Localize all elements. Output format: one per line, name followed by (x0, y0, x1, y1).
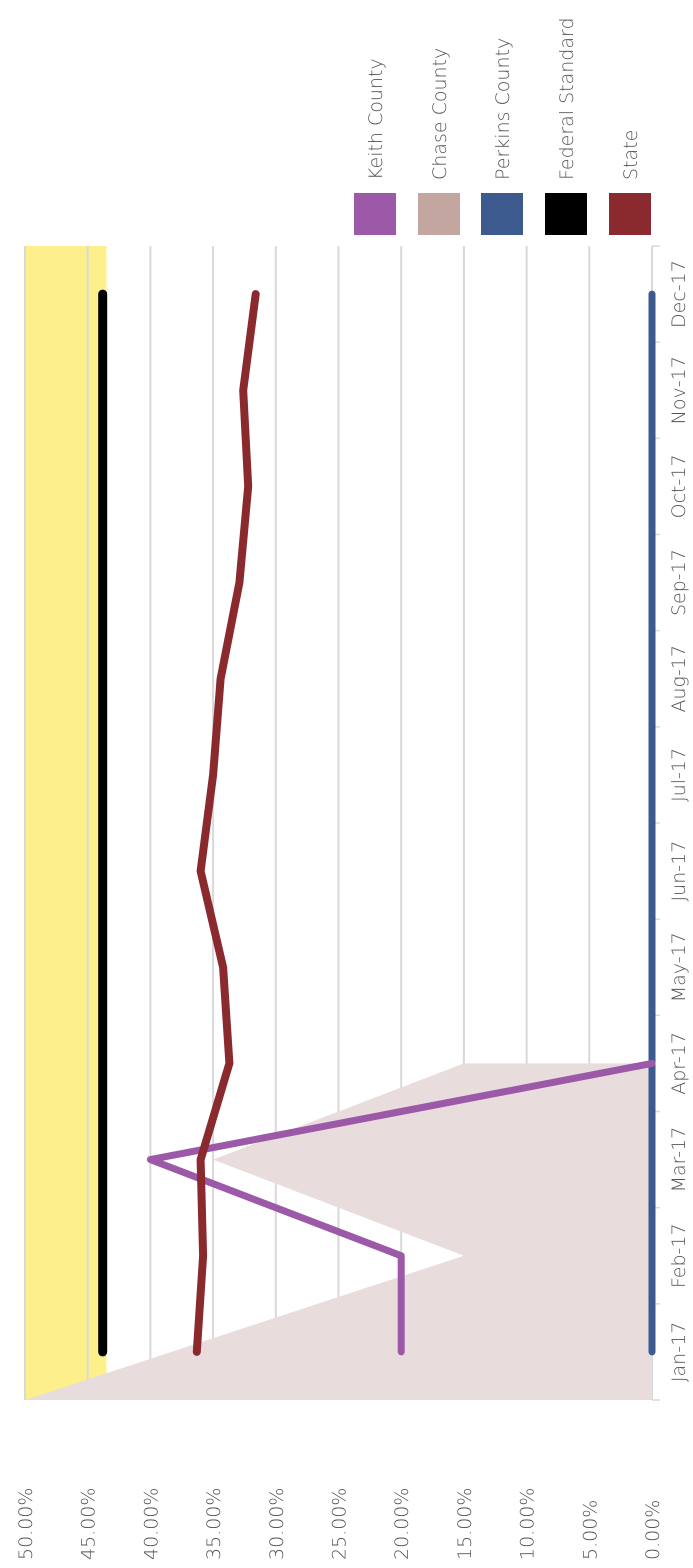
legend-label: Federal Standard (556, 17, 578, 180)
category-tick-label: Feb-17 (668, 1223, 690, 1288)
legend-label: State (620, 130, 642, 180)
legend-swatch (481, 193, 523, 235)
value-tick-label: 30.00% (266, 1488, 288, 1560)
value-tick-label: 25.00% (329, 1488, 351, 1560)
value-tick-label: 45.00% (78, 1488, 100, 1560)
threshold-band (25, 246, 107, 1400)
value-tick-label: 15.00% (454, 1488, 476, 1560)
legend-label: Chase County (429, 48, 451, 180)
legend-swatch (354, 193, 396, 235)
category-tick-label: Sep-17 (668, 549, 690, 616)
plot-area (24, 245, 660, 1401)
legend-swatch (418, 193, 460, 235)
category-tick-label: Jan-17 (668, 1322, 690, 1382)
category-tick-label: Jun-17 (668, 841, 690, 902)
value-tick-label: 5.00% (579, 1500, 601, 1560)
chase-county-area (25, 1063, 652, 1400)
value-tick-label: 20.00% (391, 1488, 413, 1560)
axis-labels: 0.00% 5.00% 10.00% 15.00% 20.00% 25.00% 30.00%… (15, 260, 690, 1560)
legend-label: Perkins County (492, 38, 514, 180)
legend-swatch (609, 193, 651, 235)
legend-swatch (545, 193, 587, 235)
value-tick-label: 0.00% (642, 1500, 664, 1560)
value-tick-label: 50.00% (15, 1488, 37, 1560)
legend-label: Keith County (365, 58, 387, 180)
category-tick-label: Aug-17 (668, 645, 690, 712)
category-tick-label: Apr-17 (668, 1032, 690, 1095)
category-tick-label: Oct-17 (668, 454, 690, 518)
category-tick-label: Dec-17 (668, 260, 690, 328)
value-tick-label: 35.00% (203, 1488, 225, 1560)
state-line (192, 290, 260, 1356)
category-tick-label: Mar-17 (668, 1127, 690, 1193)
category-tick-label: Jul-17 (668, 748, 690, 802)
category-tick-label: Nov-17 (668, 356, 690, 424)
value-tick-label: 40.00% (140, 1488, 162, 1560)
keith-county-line (146, 1059, 656, 1356)
category-tick-label: May-17 (668, 932, 690, 1002)
legend: Keith County Chase County Perkins County Fe… (354, 17, 651, 235)
value-tick-label: 10.00% (517, 1488, 539, 1560)
